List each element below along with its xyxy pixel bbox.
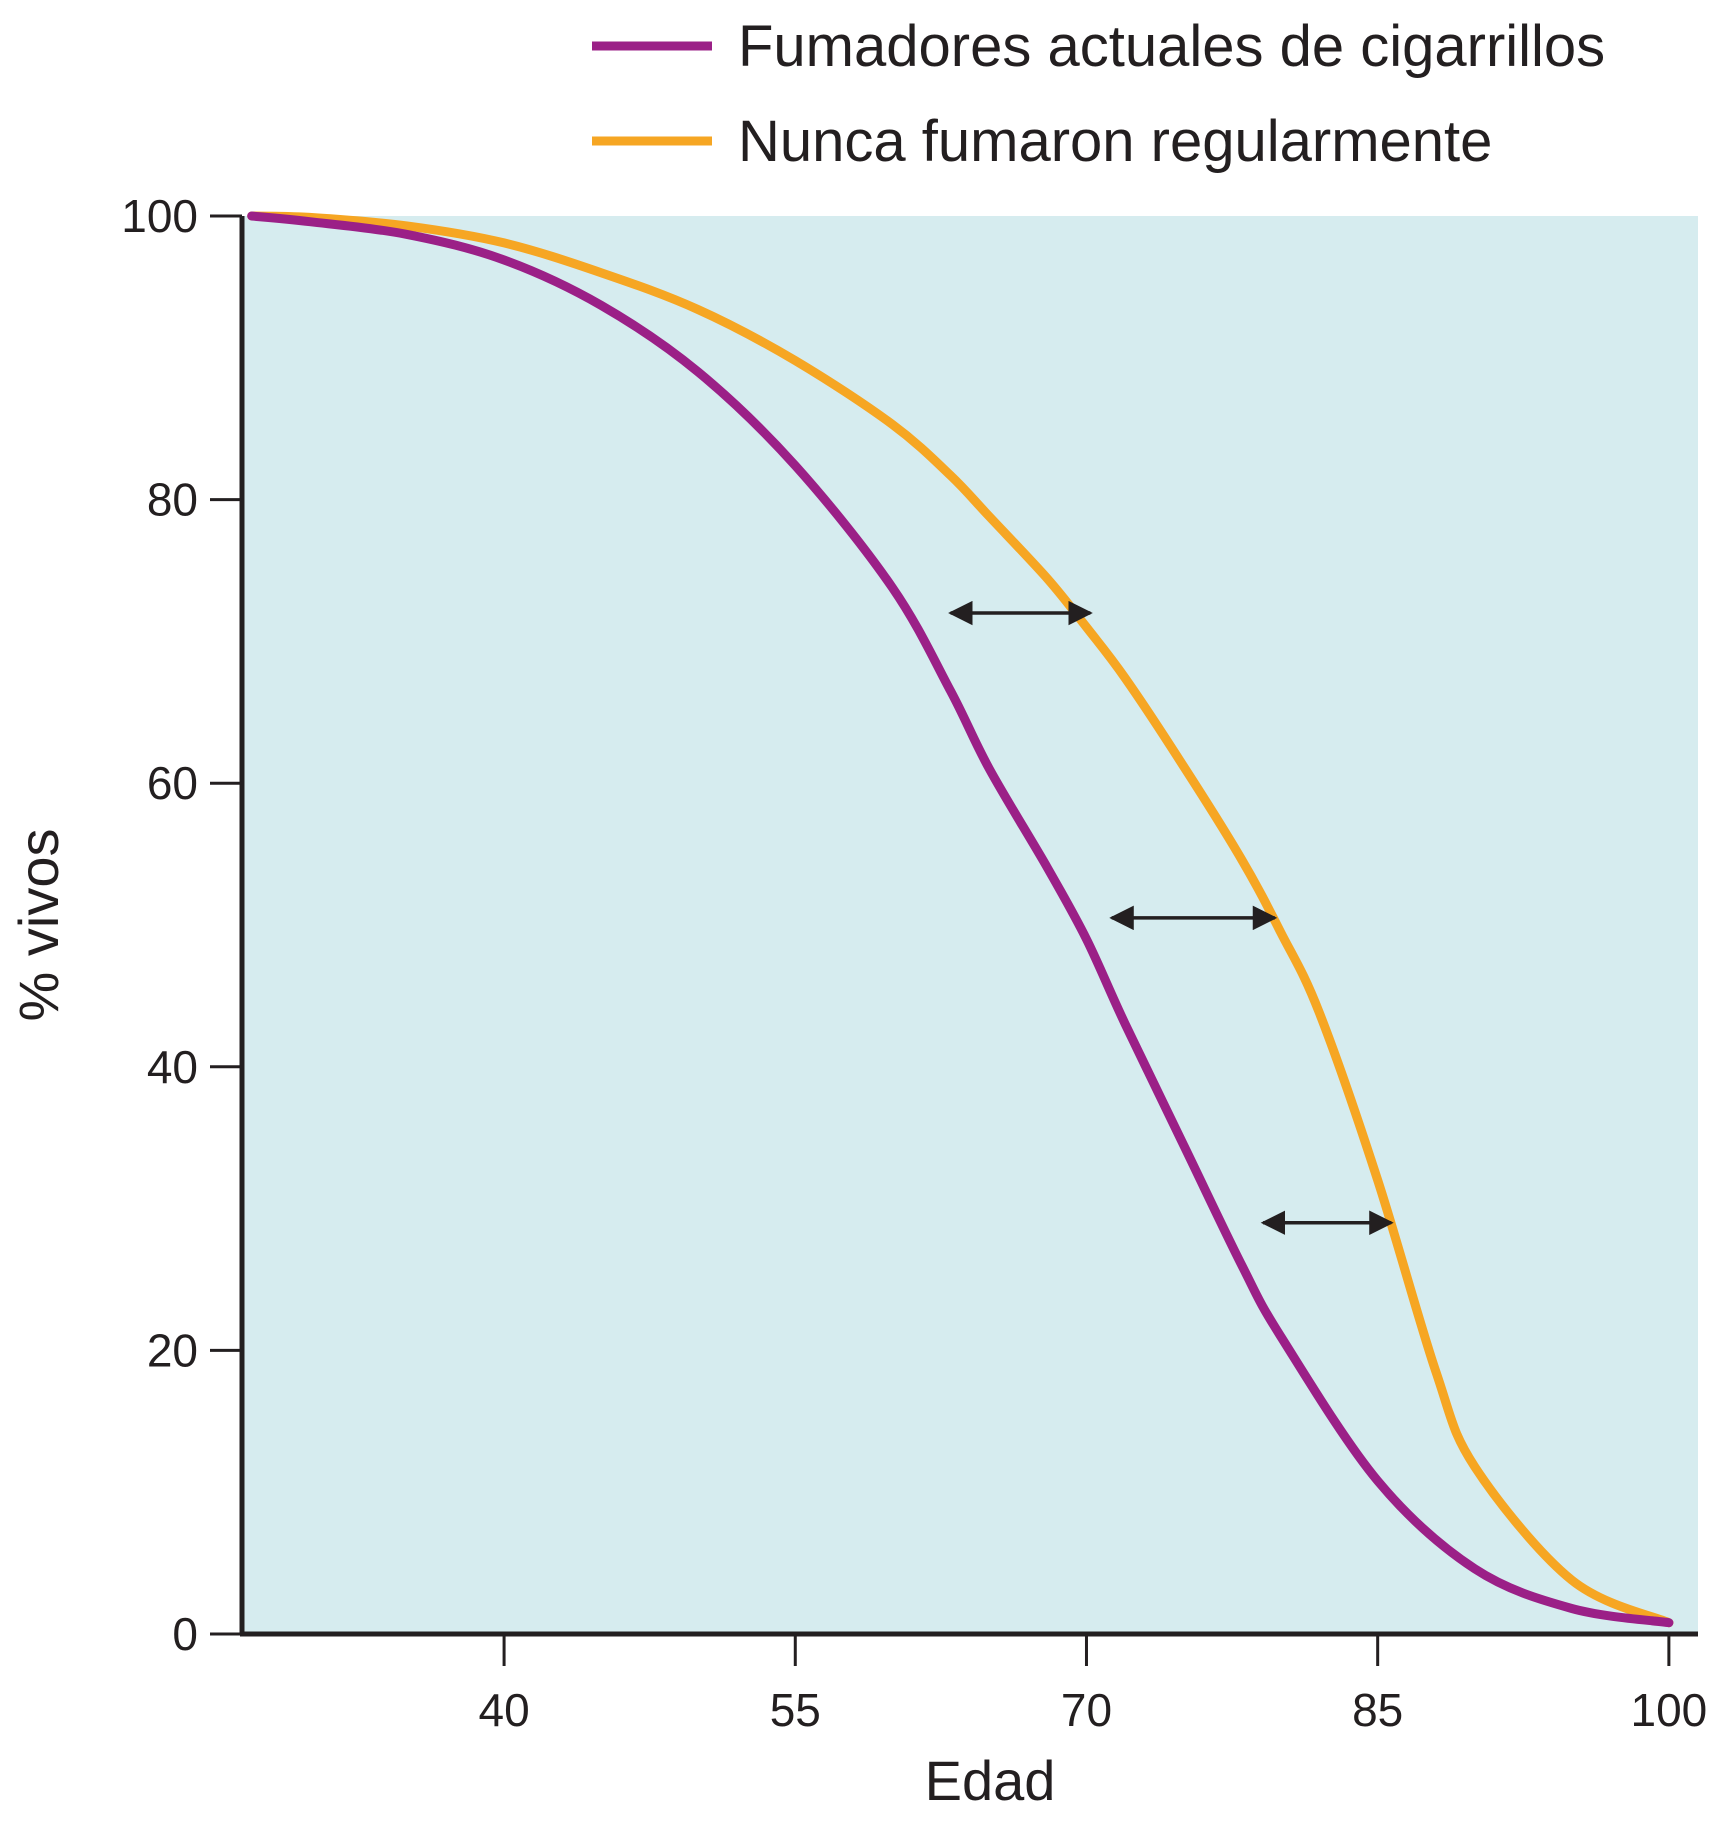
legend-label-1: Fumadores actuales de cigarrillos [738,14,1605,79]
y-tick-label: 100 [121,190,198,242]
annotation-layer [948,600,1394,1236]
x-tick-label: 70 [1061,1684,1112,1736]
x-tick-label: 40 [478,1684,529,1736]
y-tick-label: 0 [172,1608,198,1660]
series-line-1 [247,211,1674,1628]
y-tick-label: 20 [147,1324,198,1376]
y-tick-label: 80 [147,474,198,526]
axes: 0 20 40 60 80 100 40 55 70 85 100 [121,190,1707,1736]
plot-area [242,216,1698,1634]
y-axis-title: % vivos [7,829,70,1022]
x-axis-title: Edad [925,1749,1056,1812]
x-tick-label: 55 [770,1684,821,1736]
legend-label-2: Nunca fumaron regularmente [738,109,1492,174]
legend: Fumadores actuales de cigarrillos Nunca f… [592,14,1605,174]
y-tick-label: 60 [147,757,198,809]
series-layer [247,211,1674,1628]
series-line-2 [247,211,1674,1628]
x-tick-label: 100 [1631,1684,1708,1736]
x-tick-label: 85 [1352,1684,1403,1736]
y-tick-label: 40 [147,1041,198,1093]
